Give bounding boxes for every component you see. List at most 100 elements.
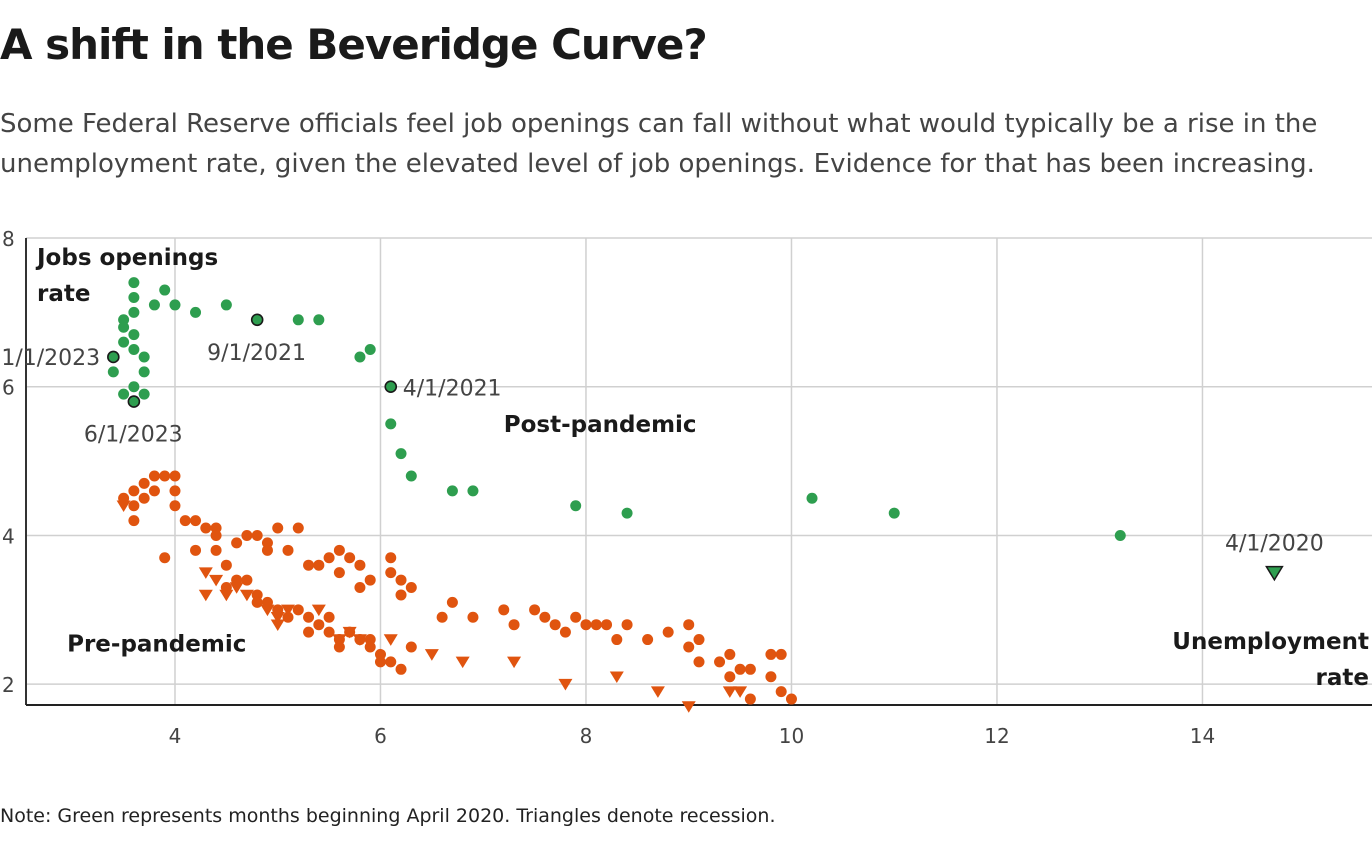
data-point <box>354 582 366 594</box>
data-point <box>1114 529 1126 541</box>
data-point <box>313 559 325 571</box>
data-point-recession <box>650 686 665 698</box>
highlighted-point <box>250 313 264 327</box>
data-point <box>693 656 705 668</box>
data-point <box>724 648 736 660</box>
x-tick-label: 6 <box>374 724 387 748</box>
data-point <box>128 500 140 512</box>
y-axis-label-line1: Jobs openings rate <box>35 245 218 307</box>
data-point <box>128 329 140 341</box>
data-point-recession <box>198 589 213 602</box>
data-point <box>282 611 294 623</box>
data-point <box>364 574 376 586</box>
data-point <box>344 552 356 564</box>
data-point <box>785 693 797 705</box>
data-point <box>251 596 263 608</box>
data-point <box>282 544 294 556</box>
data-point <box>601 619 613 631</box>
data-point <box>395 589 407 601</box>
data-point <box>765 648 777 660</box>
data-point <box>169 299 181 311</box>
beveridge-scatter-chart: 4 6 8 10 12 14 2 4 6 8 Jobs openings rate 1/1/2023… <box>1 228 1372 748</box>
data-point-recession <box>260 604 275 617</box>
data-point <box>590 619 602 631</box>
data-point <box>241 574 253 586</box>
data-point <box>765 671 777 683</box>
data-point <box>272 522 284 534</box>
data-point-recession <box>332 634 347 646</box>
data-point <box>313 314 325 326</box>
data-point <box>385 418 397 430</box>
data-point <box>190 544 202 556</box>
data-point <box>148 485 160 497</box>
data-point <box>395 448 407 460</box>
data-point-recession <box>558 678 573 691</box>
data-point <box>333 641 345 653</box>
highlighted-recession-point <box>1265 565 1284 582</box>
date-annotation: 6/1/2023 <box>84 423 183 448</box>
data-point <box>210 529 222 541</box>
data-point <box>118 321 130 333</box>
data-point <box>169 500 181 512</box>
data-point <box>138 388 150 400</box>
data-point <box>128 344 140 356</box>
data-point <box>323 611 335 623</box>
chart-note: Note: Green represents months beginning … <box>0 805 776 827</box>
label-layer: Jobs openings rate 1/1/2023 9/1/2021 4/1/20… <box>1 245 1369 691</box>
region-label: Pre-pandemic <box>67 631 246 657</box>
data-point <box>138 477 150 489</box>
region-label: Post-pandemic <box>504 412 697 438</box>
data-point <box>148 299 160 311</box>
data-point <box>498 604 510 616</box>
y-tick-label: 4 <box>2 524 15 548</box>
data-point <box>662 626 674 638</box>
data-point <box>128 515 140 527</box>
data-point <box>775 686 787 698</box>
date-annotation: 4/1/2020 <box>1225 532 1324 557</box>
data-point <box>693 634 705 646</box>
data-point <box>395 663 407 675</box>
data-point <box>323 626 335 638</box>
data-point-recession <box>342 626 357 639</box>
data-point-recession <box>198 567 213 579</box>
data-point <box>364 634 376 646</box>
data-point <box>118 336 130 348</box>
data-point <box>385 552 397 564</box>
highlighted-point <box>107 350 120 364</box>
data-point <box>405 641 417 653</box>
data-point <box>128 381 140 393</box>
data-point <box>446 485 458 497</box>
data-point-recession <box>209 574 224 587</box>
data-point-recession <box>383 634 398 646</box>
date-annotation: 1/1/2023 <box>1 346 100 371</box>
date-annotation: 9/1/2021 <box>207 341 306 366</box>
data-point <box>364 344 376 356</box>
data-point-recession <box>507 656 522 669</box>
data-point-recession <box>281 604 296 617</box>
data-point <box>251 529 263 541</box>
data-point <box>467 485 479 497</box>
data-point <box>179 515 191 527</box>
data-point <box>333 544 345 556</box>
data-point <box>354 351 366 363</box>
data-point-recession <box>229 582 244 594</box>
data-point <box>231 537 243 549</box>
x-tick-label: 4 <box>169 724 182 748</box>
data-point <box>539 611 551 623</box>
data-point-recession <box>352 634 367 646</box>
data-point <box>303 611 315 623</box>
data-point-recession <box>733 686 748 698</box>
data-point <box>775 648 787 660</box>
data-point-recession <box>609 671 624 684</box>
data-point <box>169 470 181 482</box>
data-point <box>621 507 633 519</box>
data-point <box>621 619 633 631</box>
data-point <box>159 284 171 296</box>
x-axis-label: Unemployment rate <box>1172 629 1369 691</box>
data-point <box>220 299 232 311</box>
data-point <box>292 522 304 534</box>
data-point <box>467 611 479 623</box>
y-tick-label: 8 <box>2 228 15 251</box>
x-tick-label: 12 <box>984 724 1009 748</box>
data-point <box>683 641 695 653</box>
